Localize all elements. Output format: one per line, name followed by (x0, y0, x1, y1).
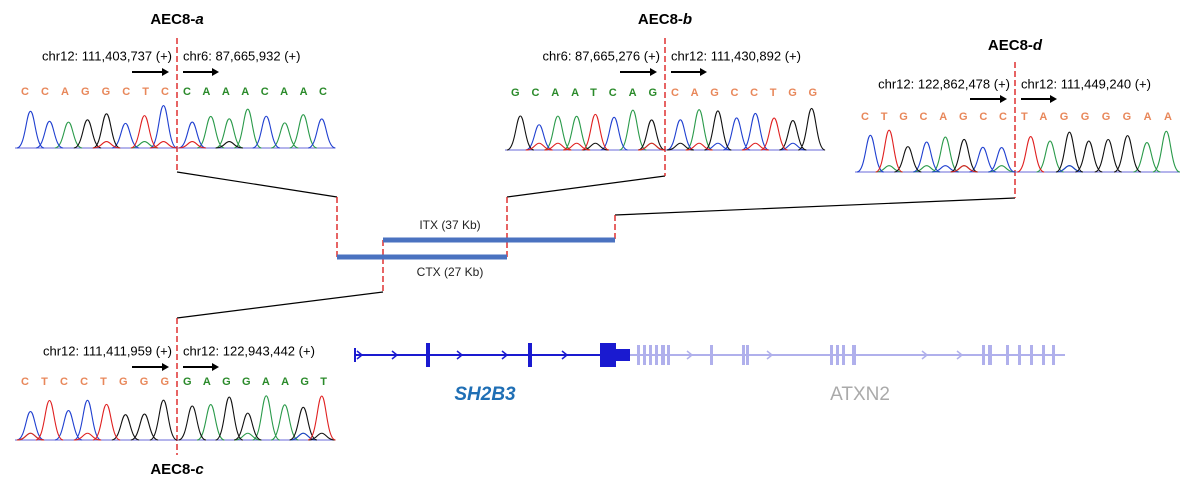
arrow-head (212, 68, 219, 76)
chromatogram-trace (894, 131, 1142, 173)
connector (614, 197, 1016, 216)
atxn2-exon (655, 345, 658, 365)
connector (506, 175, 666, 198)
breakpoints (336, 197, 616, 292)
atxn2-exon (637, 345, 640, 365)
arrow-head (650, 68, 657, 76)
chromatogram-trace (875, 129, 1045, 173)
chromatogram-trace (16, 395, 336, 441)
atxn2-exon (1006, 345, 1009, 365)
sh2b3-exon (600, 343, 616, 367)
right-coordinate: chr12: 122,943,442 (+) (183, 343, 315, 358)
connector (176, 291, 384, 319)
strand-arrow (391, 350, 399, 360)
connectors (176, 171, 1016, 319)
atxn2-exon (1030, 345, 1033, 365)
left-coordinate: chr12: 111,411,959 (+) (43, 343, 172, 358)
junction-name: AEC8- (150, 11, 195, 28)
left-sequence: CTCCTGGG (21, 376, 169, 388)
junction-variant: a (195, 11, 203, 28)
itx-label: ITX (37 Kb) (419, 218, 480, 232)
junction-title: AEC8-b (638, 11, 692, 28)
arrow-head (1000, 95, 1007, 103)
atxn2-exon (710, 345, 713, 365)
ctx-label: CTX (27 Kb) (417, 265, 484, 279)
arrow-head (700, 68, 707, 76)
chromatogram-trace (525, 113, 788, 151)
left-sequence: CCAGGCTC (21, 86, 169, 98)
atxn2-exon (1018, 345, 1021, 365)
right-sequence: TAGGGGAA (1021, 111, 1172, 123)
gene-track (354, 343, 1065, 367)
arrow-head (162, 68, 169, 76)
junction-variant: d (1033, 37, 1043, 54)
chromatogram-trace (16, 395, 317, 441)
right-coordinate: chr12: 111,430,892 (+) (671, 48, 801, 63)
atxn2-exon (836, 345, 839, 365)
junction-title: AEC8-d (988, 37, 1043, 54)
arrow-head (162, 363, 169, 371)
chromatogram-trace (16, 105, 336, 149)
strand-arrow (561, 350, 569, 360)
strand-arrow (766, 350, 774, 360)
atxn2-exon (830, 345, 833, 365)
arrow-head (1050, 95, 1057, 103)
chromatogram-trace (875, 130, 1181, 173)
gene-label: SH2B3 (454, 384, 516, 405)
left-coordinate: chr12: 122,862,478 (+) (878, 76, 1010, 91)
chromatogram-trace (73, 113, 243, 149)
junction-variant: c (195, 461, 204, 478)
atxn2-exon (982, 345, 985, 365)
atxn2-exon (742, 345, 745, 365)
atxn2-exon (661, 345, 665, 365)
right-sequence: CAAACAAC (183, 86, 327, 98)
sh2b3-utr (616, 349, 630, 361)
right-sequence: CAGCCTGG (671, 87, 817, 99)
junction-title: AEC8-c (150, 461, 204, 478)
chromatogram-trace (16, 399, 317, 441)
strand-arrow (456, 350, 464, 360)
sh2b3-exon (528, 343, 532, 367)
left-sequence: GCAATCAG (511, 87, 657, 99)
atxn2-exon (649, 345, 652, 365)
right-sequence: GAGGAAGT (183, 376, 327, 388)
atxn2-exon (1042, 345, 1045, 365)
atxn2-exon (643, 345, 646, 365)
connector (176, 171, 338, 198)
chromatogram-trace (92, 115, 206, 149)
gene-label: ATXN2 (830, 384, 890, 405)
junction-name: AEC8- (638, 11, 683, 28)
junction-variant: b (683, 11, 692, 28)
chromatogram-trace (856, 134, 1083, 173)
atxn2-exon (988, 345, 992, 365)
atxn2-exon (746, 345, 749, 365)
chromatogram-trace (544, 109, 713, 151)
chromatogram-trace (54, 108, 318, 149)
strand-arrow (686, 350, 694, 360)
arrow-head (212, 363, 219, 371)
left-coordinate: chr12: 111,403,737 (+) (42, 48, 172, 63)
chromatogram-trace (506, 107, 826, 151)
atxn2-exon (667, 345, 670, 365)
chromatogram-trace (525, 112, 807, 151)
strand-arrow (356, 350, 364, 360)
chromatogram-trace (111, 396, 336, 441)
right-coordinate: chr6: 87,665,932 (+) (183, 48, 300, 63)
strand-arrow (956, 350, 964, 360)
right-coordinate: chr12: 111,449,240 (+) (1021, 76, 1151, 91)
left-sequence: CTGCAGCC (861, 111, 1007, 123)
junction-title: AEC8-a (150, 11, 203, 28)
left-coordinate: chr6: 87,665,276 (+) (543, 48, 660, 63)
strand-arrow (921, 350, 929, 360)
strand-arrow (501, 350, 509, 360)
junction-name: AEC8- (150, 461, 195, 478)
atxn2-exon (842, 345, 845, 365)
atxn2-exon (1052, 345, 1055, 365)
junction-name: AEC8- (988, 37, 1033, 54)
atxn2-exon (852, 345, 856, 365)
sh2b3-exon (426, 343, 430, 367)
